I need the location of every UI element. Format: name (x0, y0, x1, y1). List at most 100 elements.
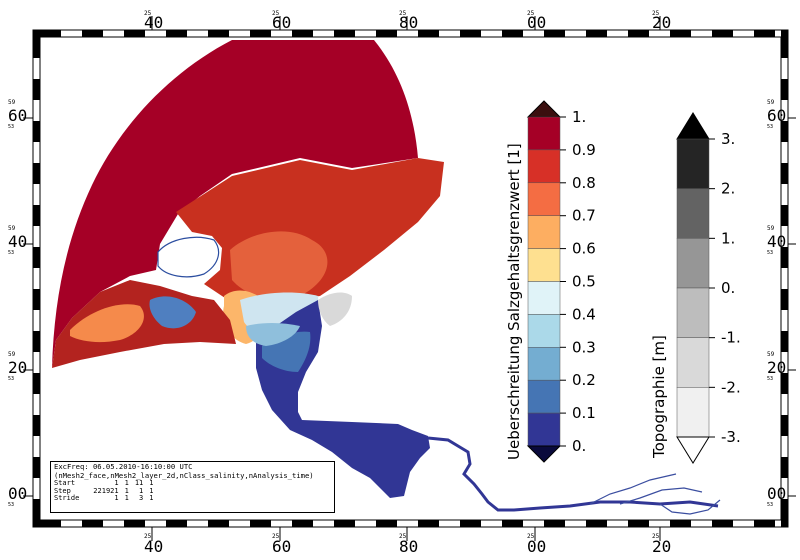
info-line-1: ExcFreq: 06.05.2010-16:10:00 UTC (54, 462, 193, 471)
topo-tick-label: -1. (721, 329, 741, 347)
frame-check (418, 520, 439, 527)
salinity-tick-label: 0.6 (572, 240, 596, 258)
topo-color-bin (676, 238, 710, 289)
frame-check (82, 520, 103, 527)
frame-check (33, 415, 40, 436)
estuary-map (52, 40, 721, 515)
frame-check (781, 457, 788, 478)
topo-color-bin (676, 188, 710, 239)
frame-outer (32, 29, 789, 528)
lat-minor-label: 59 (767, 351, 775, 358)
lon-minor-label: 25 (144, 533, 152, 540)
topo-tick-label: -2. (721, 378, 741, 396)
lat-sub-label: 53 (8, 250, 14, 256)
info-cell: 1 (139, 486, 144, 495)
info-cell: 1 (149, 486, 154, 495)
frame-check (250, 30, 271, 37)
lat-major-label: 40 (767, 232, 786, 251)
frame-check (166, 520, 187, 527)
frame-corner (781, 30, 788, 37)
lat-major-label: 60 (767, 106, 786, 125)
lat-sub-label: 53 (767, 124, 773, 130)
lon-minor-label: 25 (399, 10, 407, 17)
topo-color-bin (676, 387, 710, 438)
salinity-tick-label: 0.8 (572, 174, 596, 192)
lon-major-label: 80 (399, 537, 418, 556)
lat-major-label: 20 (8, 358, 27, 377)
mudflat-patch (70, 304, 144, 343)
info-cell: 1 (114, 479, 119, 488)
frame-check (544, 520, 565, 527)
frame-check (208, 520, 229, 527)
lat-sub-label: 53 (767, 376, 773, 382)
frame-check (292, 520, 313, 527)
topography-colorbar: 3. 2. 1. 0. -1. -2. -3. (676, 112, 741, 464)
salinity-tick-label: 0.1 (572, 404, 596, 422)
frame-check (781, 247, 788, 268)
lat-major-label: 20 (767, 358, 786, 377)
info-cell: 1 (124, 494, 129, 503)
salinity-tick-label: 0.2 (572, 371, 596, 389)
lat-major-label: 00 (767, 484, 786, 503)
lon-minor-label: 25 (527, 10, 535, 17)
info-cell: 3 (139, 494, 144, 503)
frame-check (376, 30, 397, 37)
lon-major-label: 40 (144, 537, 163, 556)
frame-check (460, 520, 481, 527)
frame-check (124, 30, 145, 37)
frame-check (502, 520, 523, 527)
topography-colorbar-title: Topographie [m] (650, 335, 668, 459)
info-row: Start 1 1 11 1 (54, 480, 159, 488)
salinity-colorbar: 1. 0.9 0.8 0.7 0.6 0.5 0.4 0.3 0.2 0.1 0. (526, 100, 596, 463)
lon-minor-label: 25 (272, 10, 280, 17)
info-cell: 1 (149, 479, 154, 488)
frame-corner (33, 30, 40, 37)
frame-corner (781, 520, 788, 527)
salinity-colorbar-title: Ueberschreitung Salzgehaltsgrenzwert [1] (505, 143, 523, 460)
lat-major-label: 60 (8, 106, 27, 125)
frame-check (712, 30, 733, 37)
salinity-color-bin (527, 347, 561, 381)
topo-tick-label: 3. (721, 130, 735, 148)
lon-minor-label: 25 (144, 10, 152, 17)
salinity-tick-label: 0.9 (572, 141, 596, 159)
lon-major-label: 60 (272, 13, 291, 32)
topo-color-bin (676, 138, 710, 189)
frame-check (712, 520, 733, 527)
frame-check (670, 30, 691, 37)
river-tributary-2 (619, 487, 703, 505)
frame-check (33, 499, 40, 520)
frame-check (334, 520, 355, 527)
info-line-2: (nMesh2_face,nMesh2_layer_2d,nClass_sali… (54, 470, 314, 480)
frame-check (628, 30, 649, 37)
frame-check (781, 37, 788, 58)
lat-minor-label: 59 (8, 99, 16, 106)
lon-minor-label: 25 (527, 533, 535, 540)
topo-tick-label: 0. (721, 279, 735, 297)
frame-check (33, 37, 40, 58)
frame-check (33, 289, 40, 310)
lat-major-label: 00 (8, 484, 27, 503)
lat-minor-label: 59 (767, 225, 775, 232)
topo-tick-label: -3. (721, 428, 741, 446)
mudflat-grey (318, 292, 352, 326)
river-channel (427, 436, 719, 512)
salinity-color-bin (527, 412, 561, 447)
frame-corner (33, 520, 40, 527)
frame-check (292, 30, 313, 37)
info-cell: 11 (134, 479, 144, 488)
salinity-under-triangle (526, 445, 562, 463)
lat-minor-label: 59 (8, 225, 16, 232)
frame-check (40, 520, 61, 527)
info-box: ExcFreq: 06.05.2010-16:10:00 UTC (nMesh2… (50, 461, 335, 513)
salinity-tick-label: 0.7 (572, 207, 596, 225)
info-cell: 1 (149, 494, 154, 503)
frame-check (208, 30, 229, 37)
frame-check (376, 520, 397, 527)
frame-check (781, 289, 788, 310)
topo-tick-label: 1. (721, 229, 735, 247)
topo-tick-label: 2. (721, 180, 735, 198)
salinity-color-bin (527, 116, 561, 151)
